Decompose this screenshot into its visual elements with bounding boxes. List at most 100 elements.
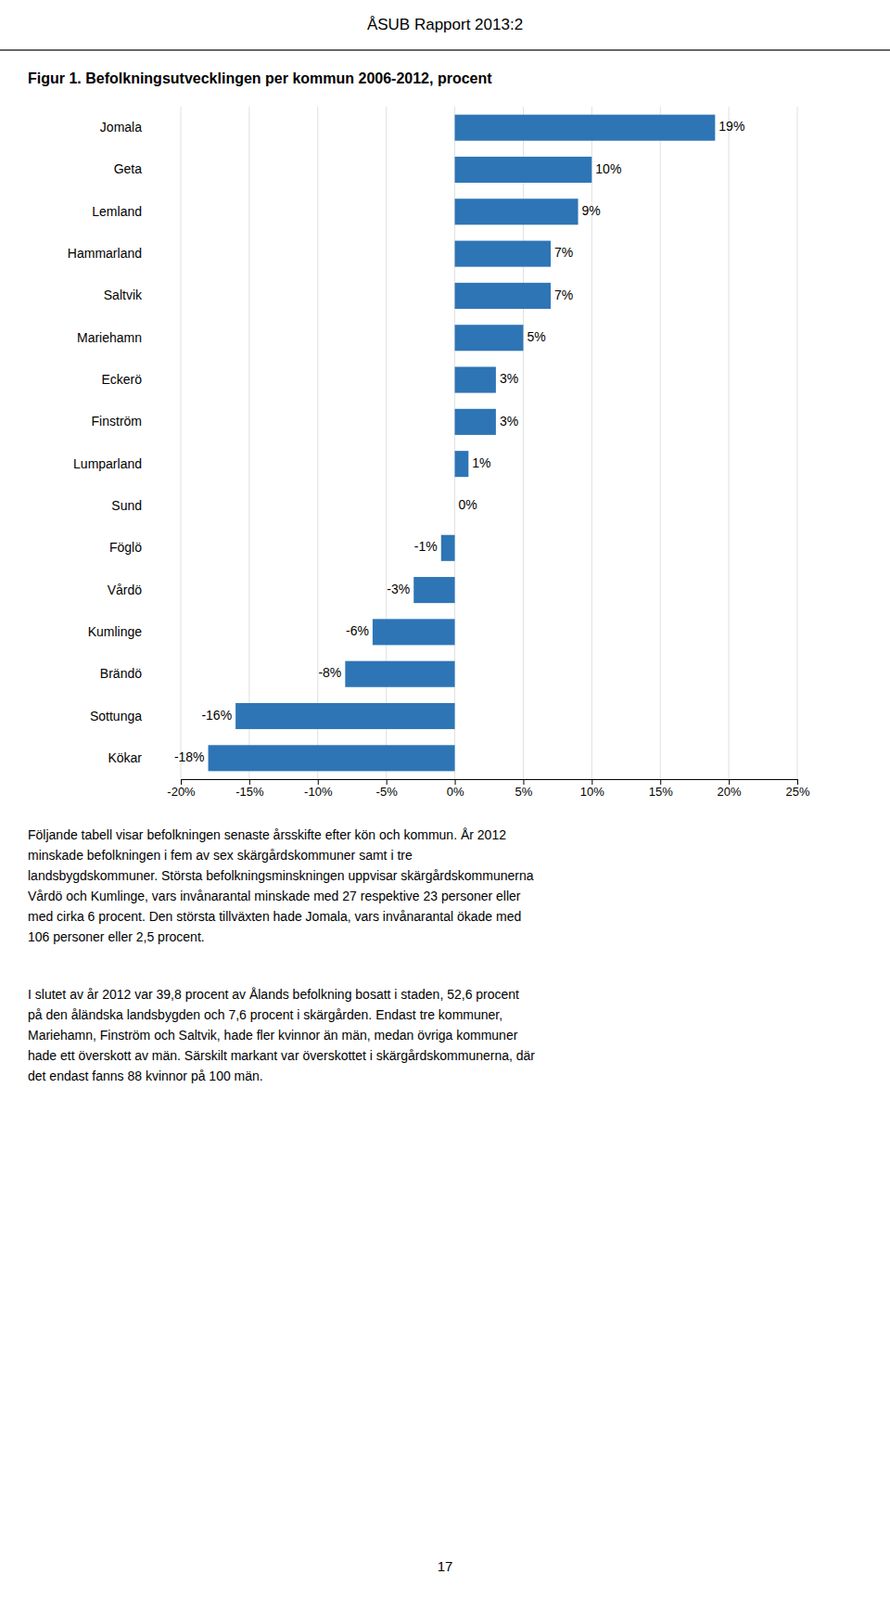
grid	[180, 106, 798, 779]
y-tick: Saltvik	[103, 287, 143, 303]
y-tick-label: Hammarland	[67, 245, 142, 261]
bar	[441, 534, 456, 561]
x-tick-mark	[660, 778, 662, 785]
x-tick-label: -5%	[376, 784, 399, 799]
y-tick: Finström	[91, 413, 142, 429]
x-tick-label: 20%	[717, 784, 742, 799]
bar	[455, 366, 496, 393]
grid-line	[797, 106, 799, 779]
x-tick: -10%	[304, 778, 333, 799]
data-label: -16%	[201, 707, 232, 723]
x-tick-mark	[317, 778, 319, 785]
y-tick-label: Geta	[114, 161, 143, 177]
data-label: 19%	[718, 118, 745, 134]
y-tick: Sottunga	[89, 708, 142, 724]
x-tick: 15%	[648, 778, 674, 799]
header: ÅSUB Rapport 2013:2	[367, 15, 523, 34]
bars	[208, 114, 716, 772]
bar	[455, 114, 716, 141]
data-label: -8%	[317, 664, 342, 680]
x-tick-label: 15%	[648, 784, 674, 799]
y-tick-label: Sund	[111, 497, 142, 513]
y-tick: Brändö	[100, 665, 142, 681]
x-tick-mark	[249, 778, 251, 785]
x-tick-label: -20%	[166, 784, 196, 799]
y-tick: Jomala	[100, 119, 142, 135]
grid-line	[180, 106, 182, 779]
x-tick-mark	[455, 778, 457, 785]
bar	[455, 324, 524, 351]
page: ÅSUB Rapport 2013:2Figur 1. Befolkningsu…	[0, 0, 890, 1600]
y-tick-label: Vårdö	[107, 582, 143, 598]
data-label: 7%	[554, 244, 573, 260]
x-tick-mark	[797, 778, 799, 785]
x-axis: -20% -15% -10% -5% 0% 5% 10% 15% 20% 25%	[166, 778, 811, 799]
y-tick-label: Brändö	[100, 665, 142, 681]
paragraph-line: hade ett överskott av män. Särskilt mark…	[27, 1047, 535, 1063]
bar	[208, 744, 456, 771]
paragraphs: Följande tabell visar befolkningen senas…	[27, 826, 535, 1083]
data-label: -1%	[414, 538, 438, 554]
x-tick-label: -15%	[235, 784, 265, 799]
y-tick: Föglö	[109, 539, 142, 555]
bar	[455, 198, 579, 225]
x-tick-label: 25%	[785, 784, 810, 799]
x-tick-label: 5%	[515, 784, 534, 799]
paragraph-line: Mariehamn, Finström och Saltvik, hade fl…	[27, 1027, 519, 1043]
data-labels: 19%10%9%7%7%5%3%3%1%0%-1%-3%-6%-8%-16%-1…	[174, 118, 745, 764]
paragraph-line: med cirka 6 procent. Den största tillväx…	[27, 908, 522, 924]
x-tick: 0%	[446, 778, 465, 799]
bar	[455, 156, 593, 183]
y-tick-label: Lumparland	[73, 456, 142, 471]
y-tick-label: Jomala	[100, 119, 142, 135]
y-tick: Hammarland	[67, 245, 142, 261]
x-tick-mark	[522, 778, 524, 785]
y-tick: Lumparland	[73, 456, 142, 471]
data-label: -6%	[345, 623, 369, 638]
x-tick: 25%	[785, 778, 810, 799]
x-tick: -20%	[166, 778, 196, 799]
paragraph-line: på den åländska landsbygden och 7,6 proc…	[27, 1006, 503, 1022]
data-label: 3%	[499, 370, 519, 386]
y-tick: Geta	[114, 161, 143, 177]
y-tick: Vårdö	[107, 582, 143, 598]
paragraph: I slutet av år 2012 var 39,8 procent av …	[27, 986, 535, 1083]
paragraph-line: Följande tabell visar befolkningen senas…	[27, 826, 507, 842]
x-tick: 5%	[515, 778, 534, 799]
data-label: -3%	[386, 581, 410, 597]
paragraph-line: I slutet av år 2012 var 39,8 procent av …	[27, 986, 520, 1002]
bar	[455, 282, 551, 309]
grid-line	[728, 106, 730, 779]
y-tick-label: Saltvik	[103, 287, 143, 303]
page-number: 17	[437, 1557, 454, 1574]
y-tick: Eckerö	[101, 371, 142, 387]
paragraph: Följande tabell visar befolkningen senas…	[27, 826, 534, 944]
paragraph-line: Vårdö och Kumlinge, vars invånarantal mi…	[27, 888, 522, 903]
data-label: 5%	[526, 329, 546, 344]
y-tick-label: Mariehamn	[76, 330, 142, 345]
y-tick-label: Lemland	[91, 203, 142, 219]
y-tick: Lemland	[91, 203, 142, 219]
bar	[235, 702, 455, 729]
y-tick-label: Finström	[91, 413, 142, 429]
x-tick-mark	[728, 778, 730, 785]
y-tick-label: Föglö	[109, 539, 142, 555]
y-tick-label: Sottunga	[89, 708, 142, 724]
bar	[372, 618, 456, 645]
paragraph-line: minskade befolkningen i fem av sex skärg…	[27, 847, 413, 863]
bar	[344, 661, 455, 687]
x-tick-label: -10%	[304, 784, 333, 799]
y-tick: Mariehamn	[76, 330, 142, 345]
paragraph-line: 106 personer eller 2,5 procent.	[27, 928, 205, 944]
x-tick-label: 0%	[446, 784, 465, 799]
data-label: 10%	[595, 161, 622, 177]
bar	[455, 241, 551, 267]
x-tick: 10%	[580, 778, 605, 799]
bar	[413, 576, 455, 603]
y-axis: Jomala Geta Lemland Hammarland Saltvik Marieh…	[67, 119, 143, 765]
data-label: 7%	[554, 287, 573, 303]
bar	[455, 408, 496, 435]
y-tick-label: Kumlinge	[88, 623, 143, 639]
x-tick: -5%	[376, 778, 399, 799]
data-label: 0%	[458, 496, 478, 512]
